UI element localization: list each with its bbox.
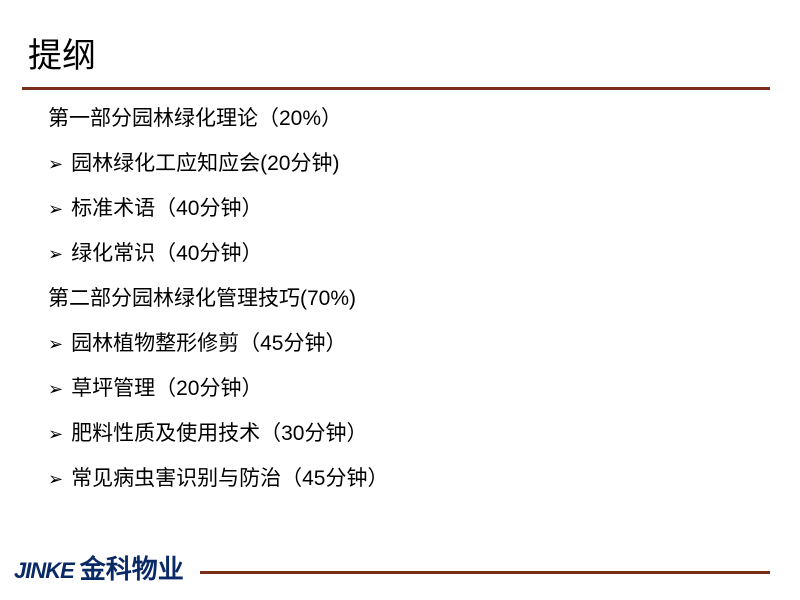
line-text: 绿化常识（40分钟） [71, 243, 262, 264]
outline-line: ➢ 园林植物整形修剪（45分钟） [48, 333, 800, 354]
line-text: 园林绿化工应知应会(20分钟) [71, 153, 339, 174]
bullet-icon: ➢ [48, 245, 63, 263]
line-text: 园林植物整形修剪（45分钟） [71, 333, 346, 354]
logo-english: JINKE [14, 558, 74, 584]
bullet-icon: ➢ [48, 200, 63, 218]
outline-line: 第一部分园林绿化理论（20%） [48, 108, 800, 129]
outline-line: ➢ 园林绿化工应知应会(20分钟) [48, 153, 800, 174]
slide-footer: JINKE 金科物业 [0, 546, 800, 586]
line-text: 草坪管理（20分钟） [71, 378, 262, 399]
line-text: 标准术语（40分钟） [71, 198, 262, 219]
line-text: 常见病虫害识别与防治（45分钟） [71, 468, 388, 489]
line-text: 第一部分园林绿化理论（20%） [48, 108, 342, 129]
bullet-icon: ➢ [48, 335, 63, 353]
company-logo: JINKE 金科物业 [14, 549, 184, 586]
outline-content: 第一部分园林绿化理论（20%） ➢ 园林绿化工应知应会(20分钟) ➢ 标准术语（4… [0, 90, 800, 489]
outline-line: ➢ 肥料性质及使用技术（30分钟） [48, 423, 800, 444]
outline-line: ➢ 标准术语（40分钟） [48, 198, 800, 219]
line-text: 肥料性质及使用技术（30分钟） [71, 423, 367, 444]
bullet-icon: ➢ [48, 155, 63, 173]
footer-divider [200, 571, 770, 574]
logo-chinese: 金科物业 [80, 549, 184, 586]
slide-title: 提纲 [0, 0, 800, 87]
bullet-icon: ➢ [48, 470, 63, 488]
outline-line: 第二部分园林绿化管理技巧(70%) [48, 288, 800, 309]
outline-line: ➢ 草坪管理（20分钟） [48, 378, 800, 399]
bullet-icon: ➢ [48, 425, 63, 443]
bullet-icon: ➢ [48, 380, 63, 398]
outline-line: ➢ 常见病虫害识别与防治（45分钟） [48, 468, 800, 489]
outline-line: ➢ 绿化常识（40分钟） [48, 243, 800, 264]
line-text: 第二部分园林绿化管理技巧(70%) [48, 288, 356, 309]
